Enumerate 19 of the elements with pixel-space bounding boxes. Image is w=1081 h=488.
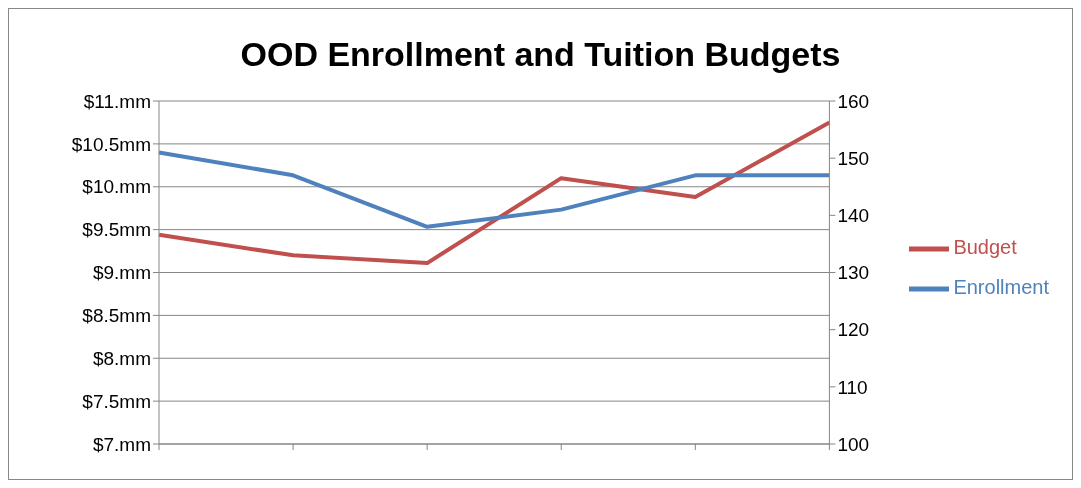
y2-tick-label: 110 [837, 376, 868, 398]
y2-tick-label: 140 [837, 205, 870, 227]
y-tick-label: $11.mm [83, 90, 151, 112]
y2-tick-label: 120 [837, 319, 870, 341]
legend-label: Budget [953, 236, 1017, 259]
y2-tick-label: 160 [837, 90, 870, 112]
legend-label: Enrollment [953, 276, 1049, 299]
y-tick-label: $9.5mm [82, 219, 151, 241]
y-tick-label: $10.mm [82, 176, 151, 198]
y2-tick-label: 100 [837, 433, 870, 455]
y-tick-label: $10.5mm [71, 133, 151, 155]
y-tick-label: $8.mm [92, 347, 151, 369]
chart-title: OOD Enrollment and Tuition Budgets [239, 35, 842, 75]
y-tick-label: $7.mm [92, 433, 151, 455]
y2-tick-label: 130 [837, 262, 870, 284]
y-tick-label: $9.mm [92, 262, 151, 284]
y2-tick-label: 150 [837, 147, 870, 169]
y-tick-label: $8.5mm [82, 305, 151, 327]
y-tick-label: $7.5mm [82, 390, 151, 412]
